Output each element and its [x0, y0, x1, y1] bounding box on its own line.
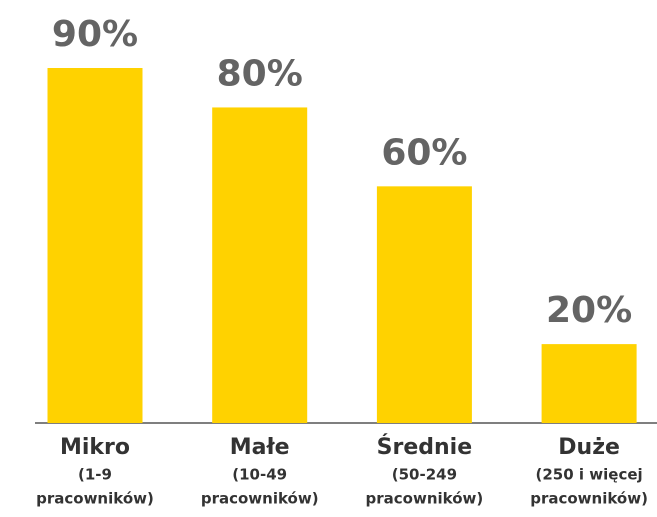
category-label: Mikro: [60, 435, 130, 460]
category-detail: (10-49: [232, 466, 287, 484]
bar: [541, 344, 637, 423]
value-label: 90%: [52, 14, 138, 55]
value-label: 20%: [546, 290, 632, 331]
bar: [212, 107, 308, 423]
category-detail: pracowników): [530, 490, 648, 508]
category-detail: pracowników): [36, 490, 154, 508]
category-label: Duże: [558, 435, 620, 460]
bar: [47, 68, 143, 423]
category-detail: (250 i więcej: [536, 466, 643, 484]
category-detail: (50-249: [392, 466, 457, 484]
bar: [376, 186, 472, 423]
category-detail: pracowników): [366, 490, 484, 508]
category-detail: (1-9: [78, 466, 112, 484]
value-label: 60%: [381, 132, 467, 173]
value-label: 80%: [217, 53, 303, 94]
category-label: Małe: [230, 435, 290, 460]
category-detail: pracowników): [201, 490, 319, 508]
category-label: Średnie: [377, 434, 473, 460]
